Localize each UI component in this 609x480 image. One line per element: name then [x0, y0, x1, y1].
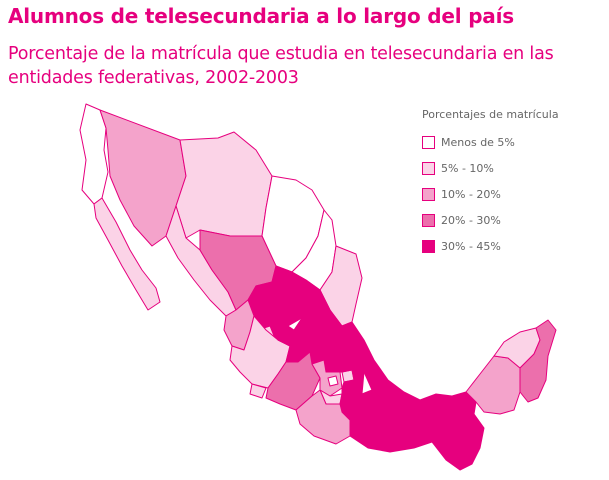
state-colima[interactable] [249, 383, 267, 399]
legend-item: 5% - 10% [422, 160, 602, 176]
legend-label: 10% - 20% [441, 187, 501, 201]
state-distrito-federal[interactable] [327, 375, 339, 387]
legend-item: 30% - 45% [422, 238, 602, 254]
chart-title: Alumnos de telesecundaria a lo largo del… [8, 4, 514, 28]
state-tabasco[interactable] [417, 391, 477, 415]
legend-item: 10% - 20% [422, 186, 602, 202]
chart-subtitle: Porcentaje de la matrícula que estudia e… [8, 44, 554, 88]
legend-label: 30% - 45% [441, 239, 501, 253]
state-quintana-roo[interactable] [519, 319, 557, 403]
legend-swatch-2 [422, 187, 435, 201]
map-legend: Porcentajes de matrícula Menos de 5% 5% … [422, 108, 602, 264]
state-baja-california-sur[interactable] [93, 197, 161, 311]
legend-swatch-0 [422, 135, 435, 149]
state-chihuahua[interactable] [175, 131, 273, 239]
legend-title: Porcentajes de matrícula [422, 108, 559, 121]
legend-swatch-3 [422, 213, 435, 227]
legend-swatch-1 [422, 161, 435, 175]
legend-swatch-4 [422, 239, 435, 253]
legend-item: Menos de 5% [422, 134, 602, 150]
legend-label: 20% - 30% [441, 213, 501, 227]
legend-label: Menos de 5% [441, 135, 515, 149]
legend-label: 5% - 10% [441, 161, 494, 175]
state-puebla[interactable] [339, 353, 365, 413]
legend-item: 20% - 30% [422, 212, 602, 228]
